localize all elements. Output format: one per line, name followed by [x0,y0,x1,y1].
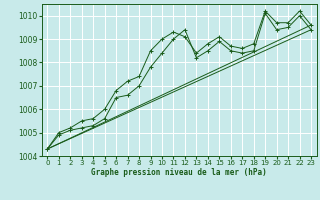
X-axis label: Graphe pression niveau de la mer (hPa): Graphe pression niveau de la mer (hPa) [91,168,267,177]
